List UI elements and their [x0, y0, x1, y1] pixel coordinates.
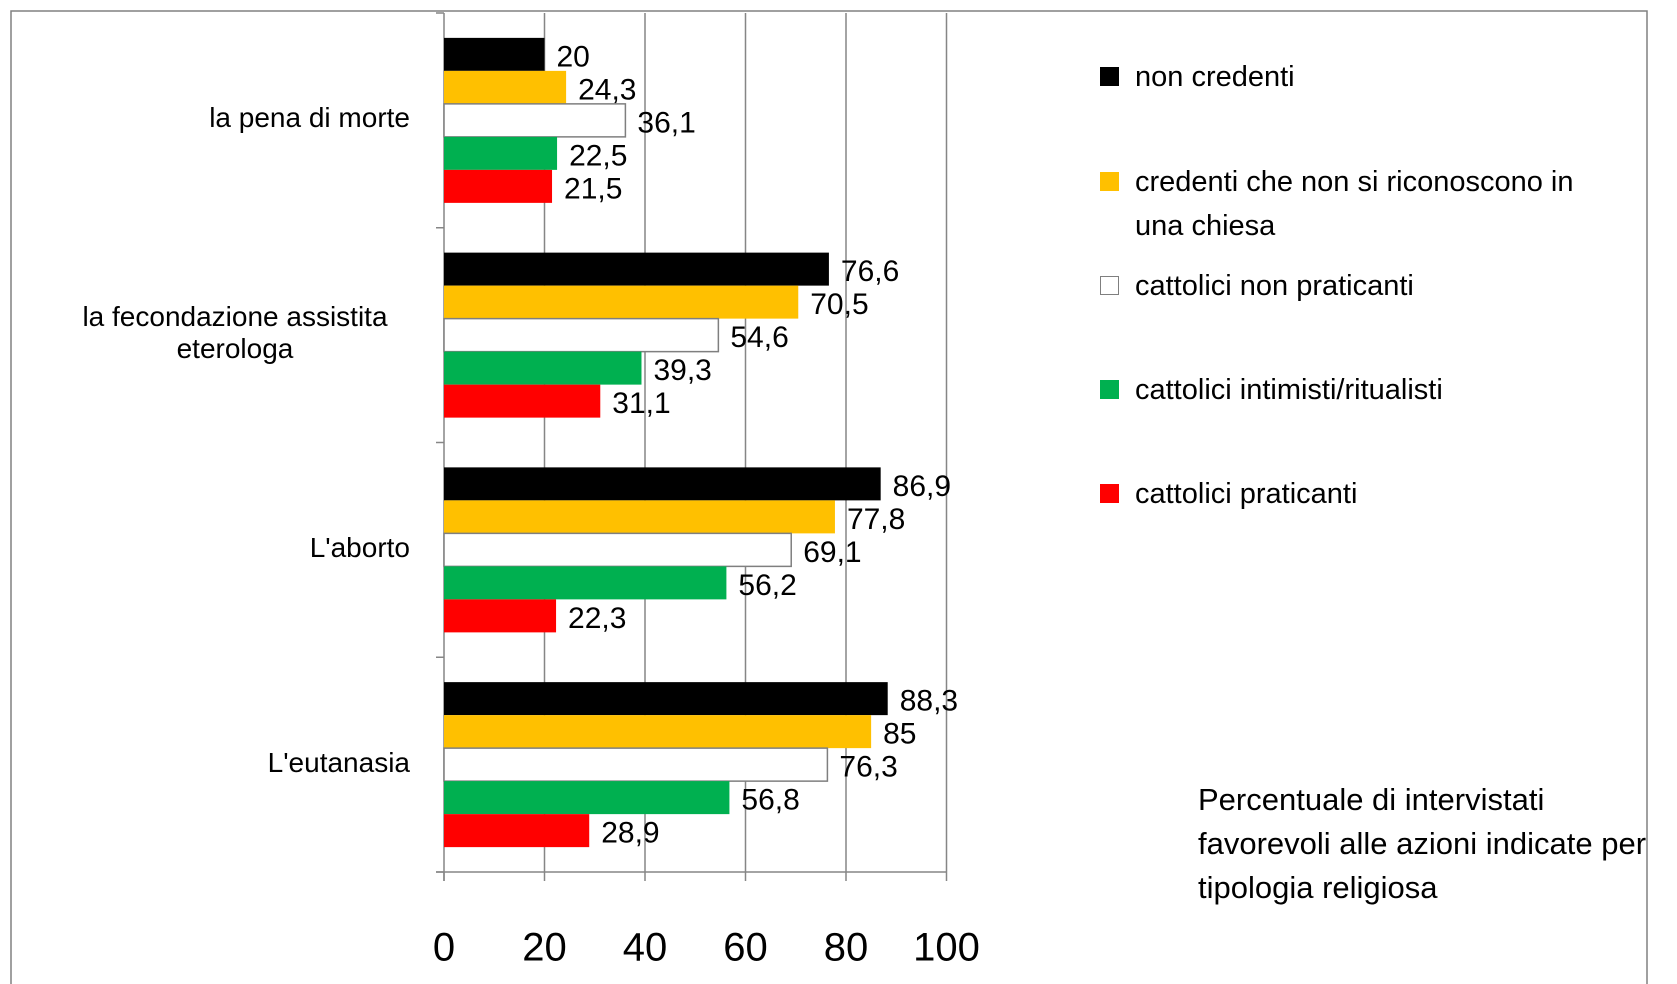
- bar: [444, 715, 872, 749]
- data-label: 39,3: [653, 354, 711, 387]
- data-label: 56,2: [738, 569, 796, 602]
- bar: [444, 500, 835, 534]
- legend-item: cattolici praticanti: [1100, 472, 1620, 516]
- category-label: L'eutanasia: [30, 747, 410, 779]
- legend-label: cattolici intimisti/ritualisti: [1135, 374, 1443, 406]
- category-text: L'aborto: [309, 531, 410, 563]
- legend-item: cattolici non praticanti: [1100, 264, 1620, 308]
- bar: [444, 467, 881, 501]
- bar: [444, 252, 829, 286]
- bar: [444, 136, 558, 170]
- data-label: 21,5: [564, 172, 622, 205]
- legend-item: non credenti: [1100, 55, 1620, 99]
- data-label: 77,8: [847, 503, 905, 536]
- legend-label: credenti che non si riconoscono in una c…: [1135, 166, 1574, 242]
- data-label: 36,1: [637, 106, 695, 139]
- bar: [444, 351, 642, 385]
- chart-border: [10, 10, 1648, 984]
- bar: [444, 384, 601, 418]
- legend-item: cattolici intimisti/ritualisti: [1100, 368, 1620, 412]
- legend-swatch: [1100, 380, 1119, 399]
- category-label: la pena di morte: [30, 102, 410, 134]
- category-text: la fecondazione assistita eterologa: [82, 301, 388, 365]
- data-label: 56,8: [741, 784, 799, 817]
- category-text: la pena di morte: [209, 102, 410, 134]
- data-label: 20: [557, 40, 590, 73]
- data-label: 76,6: [841, 255, 899, 288]
- bar: [444, 169, 553, 203]
- x-tick-label: 0: [433, 926, 455, 970]
- data-label: 22,5: [569, 139, 627, 172]
- x-tick-label: 100: [913, 926, 980, 970]
- data-label: 54,6: [730, 321, 788, 354]
- legend-swatch: [1100, 276, 1119, 295]
- legend-swatch: [1100, 67, 1119, 86]
- legend-swatch: [1100, 172, 1119, 191]
- x-tick-label: 80: [824, 926, 869, 970]
- data-label: 24,3: [578, 73, 636, 106]
- data-label: 70,5: [810, 288, 868, 321]
- bar: [444, 781, 730, 815]
- bar: [444, 285, 799, 319]
- data-label: 86,9: [893, 470, 951, 503]
- x-tick-label: 60: [723, 926, 768, 970]
- legend-label: cattolici praticanti: [1135, 478, 1358, 510]
- bar: [444, 566, 727, 600]
- bar: [443, 532, 792, 568]
- bar: [443, 317, 720, 353]
- data-label: 28,9: [601, 817, 659, 850]
- annotation: Percentuale di intervistati favorevoli a…: [1198, 782, 1647, 905]
- data-label: 76,3: [839, 751, 897, 784]
- bar: [443, 103, 627, 138]
- data-label: 85: [883, 718, 916, 751]
- x-tick-label: 20: [522, 926, 567, 970]
- data-label: 69,1: [803, 536, 861, 569]
- category-label: la fecondazione assistita eterologa: [30, 301, 410, 365]
- data-label: 31,1: [612, 387, 670, 420]
- legend-swatch: [1100, 484, 1119, 503]
- legend-label: cattolici non praticanti: [1135, 270, 1414, 302]
- bar: [443, 747, 829, 782]
- bar: [444, 37, 545, 71]
- bar: [444, 682, 888, 716]
- bar: [444, 814, 590, 848]
- legend-label: non credenti: [1135, 61, 1295, 93]
- x-tick-label: 40: [623, 926, 668, 970]
- bar: [444, 70, 567, 104]
- category-label: L'aborto: [30, 532, 410, 564]
- data-label: 22,3: [568, 602, 626, 635]
- category-text: L'eutanasia: [267, 746, 410, 778]
- bar: [444, 599, 557, 633]
- data-label: 88,3: [900, 685, 958, 718]
- legend-item: credenti che non si riconoscono in una c…: [1100, 160, 1620, 248]
